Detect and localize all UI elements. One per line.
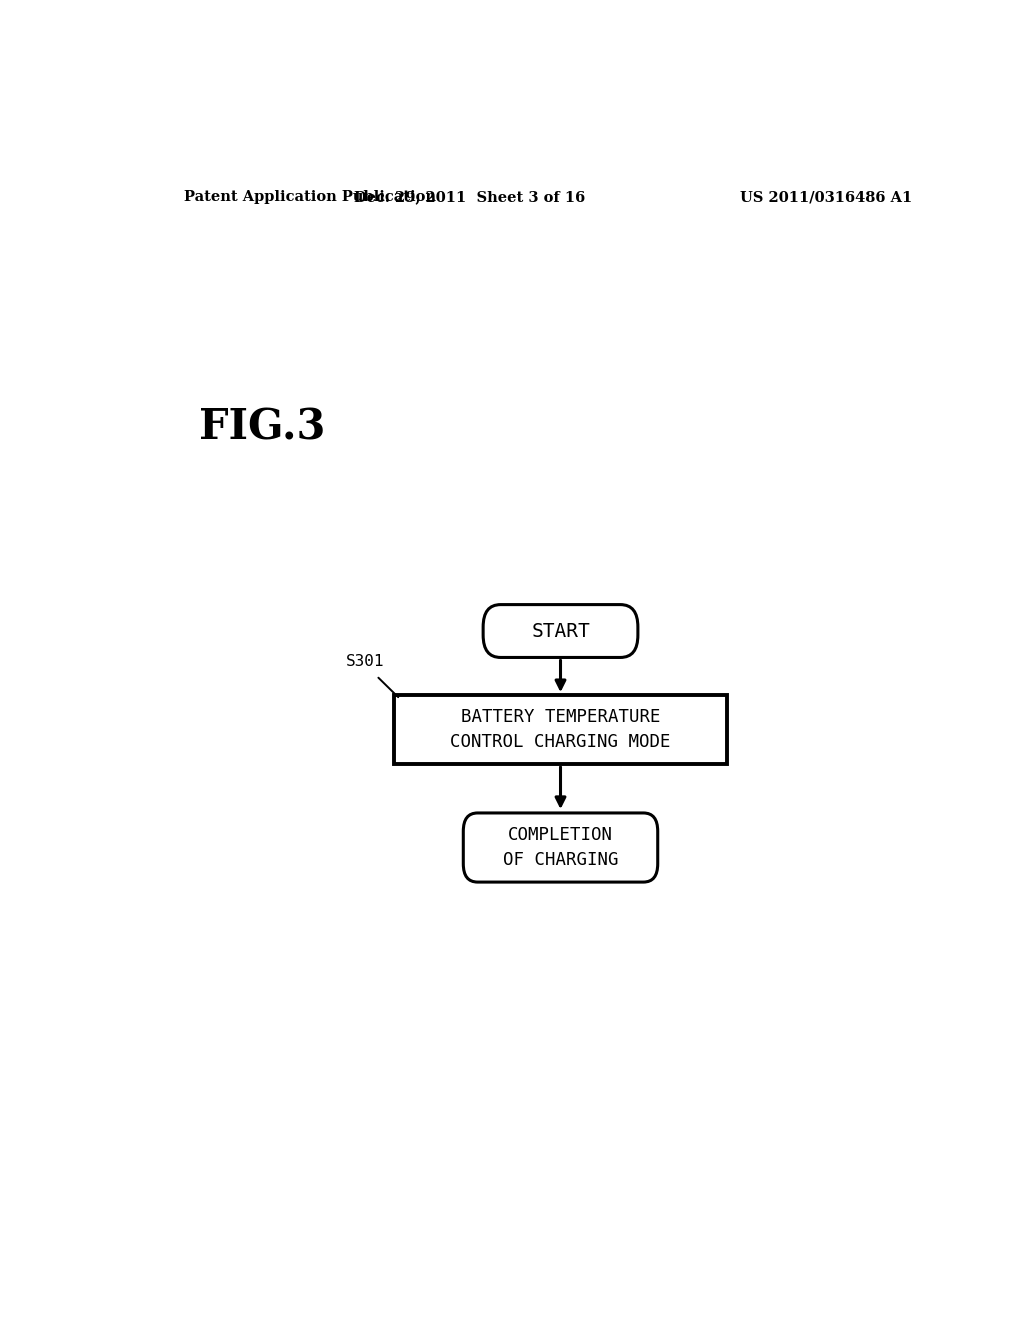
Text: Dec. 29, 2011  Sheet 3 of 16: Dec. 29, 2011 Sheet 3 of 16 <box>353 190 585 205</box>
FancyBboxPatch shape <box>394 696 727 764</box>
Text: US 2011/0316486 A1: US 2011/0316486 A1 <box>740 190 912 205</box>
Text: FIG.3: FIG.3 <box>200 407 326 449</box>
FancyBboxPatch shape <box>463 813 657 882</box>
Text: COMPLETION
OF CHARGING: COMPLETION OF CHARGING <box>503 826 618 870</box>
FancyBboxPatch shape <box>483 605 638 657</box>
Text: START: START <box>531 622 590 640</box>
Text: Patent Application Publication: Patent Application Publication <box>183 190 435 205</box>
Text: BATTERY TEMPERATURE
CONTROL CHARGING MODE: BATTERY TEMPERATURE CONTROL CHARGING MOD… <box>451 708 671 751</box>
Text: S301: S301 <box>346 653 385 669</box>
